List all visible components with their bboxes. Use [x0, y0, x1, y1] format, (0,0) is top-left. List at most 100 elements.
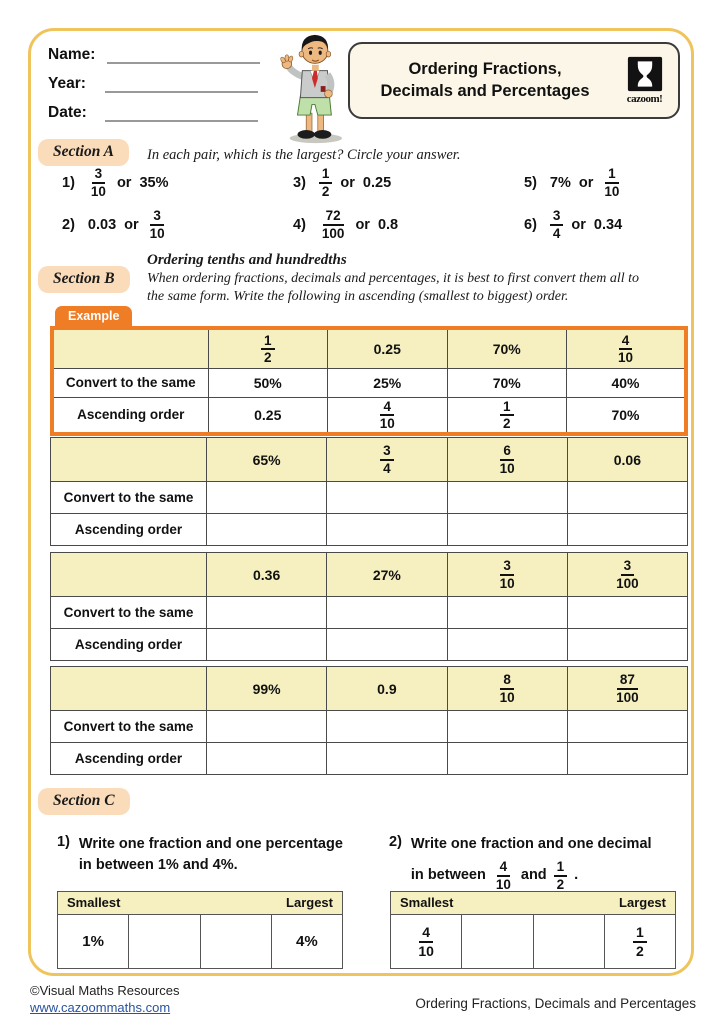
- problem-2[interactable]: 2) 0.03 or 3 10: [62, 207, 168, 243]
- question-text-line2: in between 1% and 4%.: [78, 857, 238, 874]
- website-link[interactable]: www.cazoommaths.com: [30, 1000, 171, 1015]
- answer-cell[interactable]: [446, 628, 568, 661]
- answer-cell[interactable]: [446, 596, 568, 629]
- range-table-body: 1% 4%: [58, 915, 342, 968]
- row-label: Ascending order: [51, 396, 209, 435]
- corner-cell: [50, 552, 207, 597]
- question-number: 1): [57, 834, 70, 850]
- date-label: Date:: [48, 104, 87, 121]
- problem-number: 6): [524, 217, 537, 233]
- answer-cell[interactable]: [566, 513, 689, 546]
- exercise-table-2: 0.36 27% 3 10 3 100 Convert to the same As…: [50, 552, 689, 661]
- header-cell: 0.9: [326, 666, 448, 711]
- largest-label: Largest: [619, 895, 666, 910]
- problem-1[interactable]: 1) 3 10 or 35%: [62, 165, 168, 201]
- answer-cell[interactable]: [566, 710, 689, 743]
- smallest-label: Smallest: [67, 895, 121, 910]
- smallest-label: Smallest: [400, 895, 454, 910]
- answer-cell[interactable]: [446, 742, 568, 775]
- answer-cell[interactable]: [326, 710, 448, 743]
- answer-cell[interactable]: [205, 596, 328, 629]
- value: 0.25: [362, 175, 392, 191]
- answer-cell[interactable]: [205, 481, 328, 514]
- answer-cell[interactable]: [446, 513, 568, 546]
- fraction: 3 10: [90, 166, 106, 199]
- answer-cell[interactable]: [326, 596, 448, 629]
- answer-cell[interactable]: [446, 710, 568, 743]
- date-input-line[interactable]: [104, 105, 258, 122]
- section-c-label: Section C: [38, 788, 130, 815]
- problem-number: 4): [293, 217, 306, 233]
- example-value-cell: 0.25: [207, 396, 328, 435]
- fraction: 6 10: [499, 443, 515, 476]
- answer-cell[interactable]: [326, 628, 448, 661]
- answer-cell[interactable]: [205, 742, 328, 775]
- cazoom-goblet-icon: [627, 56, 662, 92]
- answer-cell[interactable]: [326, 742, 448, 775]
- answer-cell[interactable]: [129, 915, 201, 968]
- example-value-cell: 40%: [566, 367, 687, 398]
- period: .: [574, 867, 579, 884]
- answer-cell[interactable]: [534, 915, 605, 968]
- corner-cell: [50, 666, 207, 711]
- answer-cell[interactable]: [566, 596, 689, 629]
- answer-cell[interactable]: [326, 481, 448, 514]
- problem-5[interactable]: 5) 7% or 1 10: [524, 165, 622, 201]
- section-b-heading: Ordering tenths and hundredths: [147, 252, 347, 268]
- answer-cell[interactable]: [462, 915, 534, 968]
- name-field: Name:: [48, 46, 261, 64]
- value: 7%: [549, 175, 571, 191]
- answer-cell[interactable]: [205, 513, 328, 546]
- example-value-cell: 70%: [566, 396, 687, 435]
- header-cell: 3 10: [446, 552, 568, 597]
- fraction: 3 100: [616, 558, 639, 591]
- header-cell: 87 100: [566, 666, 689, 711]
- cazoom-logo: cazoom!: [620, 56, 678, 105]
- answer-cell[interactable]: [566, 481, 689, 514]
- copyright-text: ©Visual Maths Resources: [30, 983, 180, 998]
- fraction: 1 10: [604, 166, 620, 199]
- section-b-text-line2: the same form. Write the following in as…: [147, 289, 569, 304]
- header-cell: 6 10: [446, 437, 568, 482]
- name-input-line[interactable]: [107, 47, 261, 64]
- corner-cell: [51, 327, 209, 369]
- answer-cell[interactable]: [205, 710, 328, 743]
- problem-4[interactable]: 4) 72 100 or 0.8: [293, 207, 398, 243]
- answer-cell[interactable]: [201, 915, 272, 968]
- worksheet-title: Ordering Fractions, Decimals and Percent…: [350, 59, 620, 102]
- value: 0.8: [377, 217, 399, 233]
- header-cell: 27%: [326, 552, 448, 597]
- answer-cell[interactable]: [446, 481, 568, 514]
- answer-cell[interactable]: [566, 742, 689, 775]
- student-character-illustration: [280, 34, 342, 144]
- answer-cell[interactable]: [205, 628, 328, 661]
- example-value-cell: 70%: [446, 367, 567, 398]
- or-word: or: [124, 217, 139, 233]
- answer-cell[interactable]: [326, 513, 448, 546]
- exercise-table-3: 99% 0.9 8 10 87 100 Convert to the same As…: [50, 666, 689, 775]
- value: 0.34: [593, 217, 623, 233]
- value: 0.03: [87, 217, 117, 233]
- row-label: Ascending order: [50, 628, 207, 661]
- range-value-cell: 4%: [296, 933, 318, 950]
- fraction: 4 10: [379, 398, 395, 432]
- worksheet-title-box: Ordering Fractions, Decimals and Percent…: [348, 42, 680, 119]
- fraction: 3 10: [499, 558, 515, 591]
- year-input-line[interactable]: [104, 76, 258, 93]
- or-word: or: [571, 217, 586, 233]
- answer-cell[interactable]: [566, 628, 689, 661]
